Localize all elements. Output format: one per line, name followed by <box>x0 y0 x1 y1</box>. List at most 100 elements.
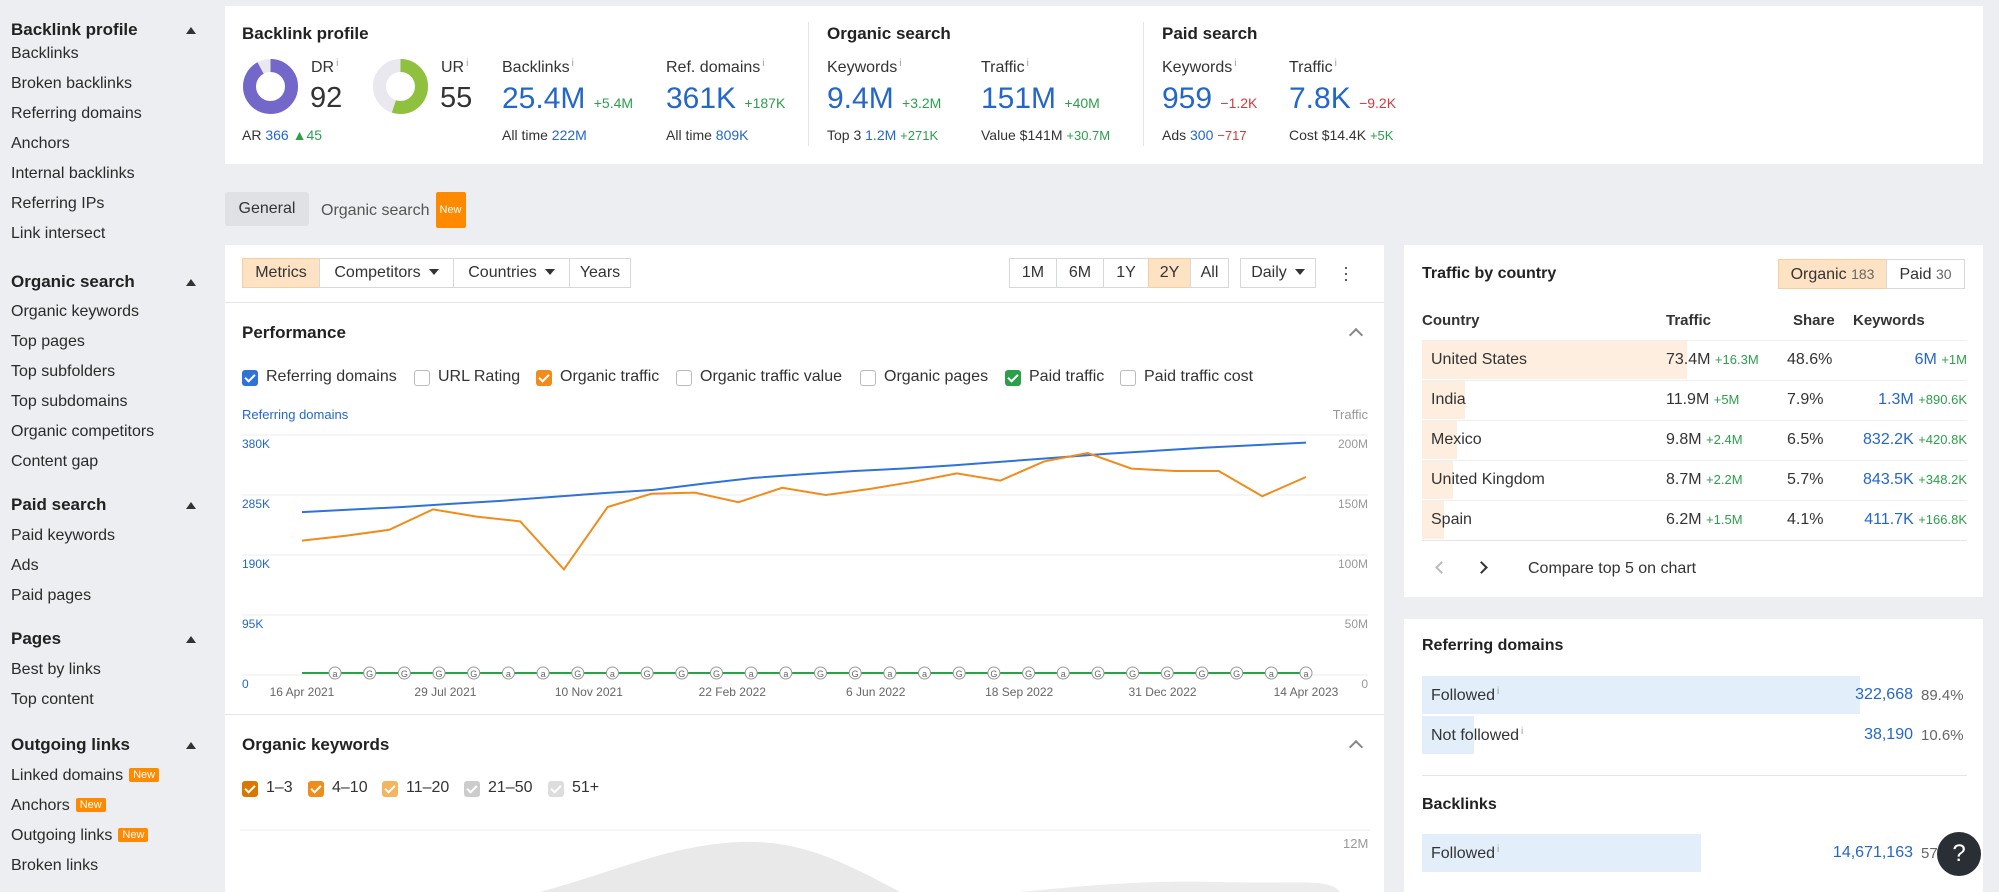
refdomains-alltime[interactable]: 809K <box>715 127 749 143</box>
collapse-caret-icon[interactable] <box>186 502 196 509</box>
paid-keywords-value[interactable]: 959 <box>1162 82 1213 115</box>
org-top3[interactable]: 1.2M <box>865 127 897 143</box>
checkbox-label[interactable]: Referring domains <box>266 368 397 385</box>
paid-toggle[interactable]: Paid 30 <box>1886 259 1965 289</box>
country-name[interactable]: Mexico <box>1431 431 1482 448</box>
countries-dropdown[interactable]: Countries <box>453 258 570 288</box>
range-6M-button[interactable]: 6M <box>1056 258 1104 288</box>
kw-range-checkbox[interactable] <box>382 781 398 797</box>
collapse-caret-icon[interactable] <box>186 742 196 749</box>
collapse-caret-icon[interactable] <box>186 636 196 643</box>
range-2Y-button[interactable]: 2Y <box>1148 258 1191 288</box>
keywords-value[interactable]: 843.5K <box>1863 471 1914 488</box>
keywords-value[interactable]: 411.7K <box>1864 511 1914 528</box>
keywords-value[interactable]: 6M <box>1914 351 1937 368</box>
sidebar-item[interactable]: Referring IPs <box>11 195 104 213</box>
country-name[interactable]: United Kingdom <box>1431 471 1545 488</box>
tab-organic-search[interactable]: Organic search New <box>321 192 466 228</box>
country-name[interactable]: Spain <box>1431 511 1472 528</box>
backlinks-value[interactable]: 25.4M <box>502 82 586 115</box>
backlinks-alltime[interactable]: 222M <box>551 127 587 143</box>
kw-range-checkbox[interactable] <box>464 781 480 797</box>
organic-toggle[interactable]: Organic 183 <box>1778 259 1887 289</box>
sidebar-section-3[interactable]: Pages <box>11 629 62 648</box>
sidebar-item[interactable]: Content gap <box>11 453 98 471</box>
sidebar-item[interactable]: Linked domains New <box>11 767 160 785</box>
checkbox-1[interactable] <box>414 370 430 386</box>
sidebar-item[interactable]: Top subfolders <box>11 363 115 381</box>
col-keywords[interactable]: Keywords <box>1853 312 1925 329</box>
org-keywords-value[interactable]: 9.4M <box>827 82 894 115</box>
kw-range-label[interactable]: 4–10 <box>332 779 368 796</box>
competitors-dropdown[interactable]: Competitors <box>319 258 454 288</box>
country-row[interactable] <box>1422 340 1967 380</box>
paid-ads[interactable]: 300 <box>1190 127 1214 143</box>
sidebar-section-0[interactable]: Backlink profile <box>11 20 138 39</box>
checkbox-label[interactable]: Organic traffic <box>560 368 660 385</box>
sidebar-item[interactable]: Internal backlinks <box>11 165 135 183</box>
kw-range-checkbox[interactable] <box>548 781 564 797</box>
refdomains-value[interactable]: 361K <box>666 82 737 115</box>
link-row-value[interactable]: 322,668 <box>1855 686 1913 703</box>
keywords-value[interactable]: 1.3M <box>1878 391 1914 408</box>
col-traffic[interactable]: Traffic <box>1666 312 1712 329</box>
country-row[interactable] <box>1422 380 1967 420</box>
sidebar-item[interactable]: Outgoing links New <box>11 827 149 845</box>
range-All-button[interactable]: All <box>1190 258 1229 288</box>
sidebar-item[interactable]: Paid keywords <box>11 527 115 545</box>
sidebar-item[interactable]: Broken backlinks <box>11 75 132 93</box>
sidebar-item[interactable]: Paid pages <box>11 587 91 605</box>
checkbox-label[interactable]: Organic traffic value <box>700 368 842 385</box>
sidebar-section-2[interactable]: Paid search <box>11 495 107 514</box>
checkbox-label[interactable]: URL Rating <box>438 368 521 385</box>
sidebar-item[interactable]: Organic competitors <box>11 423 154 441</box>
col-country[interactable]: Country <box>1422 312 1480 329</box>
country-row[interactable] <box>1422 500 1967 540</box>
sidebar-item[interactable]: Ads <box>11 557 39 575</box>
sidebar-item[interactable]: Organic keywords <box>11 303 139 321</box>
checkbox-label[interactable]: Paid traffic <box>1029 368 1105 385</box>
sidebar-item[interactable]: Best by links <box>11 661 101 679</box>
kw-range-label[interactable]: 11–20 <box>406 779 450 796</box>
country-row[interactable] <box>1422 460 1967 500</box>
kw-range-label[interactable]: 1–3 <box>266 779 293 796</box>
sidebar-item[interactable]: Top content <box>11 691 94 709</box>
sidebar-item[interactable]: Link intersect <box>11 225 105 243</box>
sidebar-item[interactable]: Anchors <box>11 135 70 153</box>
checkbox-5[interactable] <box>1005 370 1021 386</box>
checkbox-0[interactable] <box>242 370 258 386</box>
country-row[interactable] <box>1422 420 1967 460</box>
keywords-value[interactable]: 832.2K <box>1863 431 1914 448</box>
checkbox-4[interactable] <box>860 370 876 386</box>
metrics-button[interactable]: Metrics <box>242 258 320 288</box>
compare-top5-link[interactable]: Compare top 5 on chart <box>1528 560 1697 577</box>
sidebar-item[interactable]: Referring domains <box>11 105 142 123</box>
kw-range-label[interactable]: 21–50 <box>488 779 533 796</box>
years-button[interactable]: Years <box>569 258 631 288</box>
link-row-value[interactable]: 14,671,163 <box>1832 844 1913 861</box>
kw-range-checkbox[interactable] <box>242 781 258 797</box>
checkbox-label[interactable]: Organic pages <box>884 368 989 385</box>
sidebar-item[interactable]: Top pages <box>11 333 85 351</box>
interval-dropdown[interactable]: Daily <box>1240 258 1316 288</box>
sidebar-item[interactable]: Broken links <box>11 857 98 875</box>
kw-range-checkbox[interactable] <box>308 781 324 797</box>
more-menu-icon[interactable]: · · · <box>1343 257 1349 289</box>
checkbox-3[interactable] <box>676 370 692 386</box>
country-name[interactable]: India <box>1431 391 1466 408</box>
sidebar-section-4[interactable]: Outgoing links <box>11 735 130 754</box>
country-name[interactable]: United States <box>1431 351 1528 368</box>
checkbox-2[interactable] <box>536 370 552 386</box>
tab-general[interactable]: General <box>225 192 309 226</box>
collapse-caret-icon[interactable] <box>186 279 196 286</box>
checkbox-label[interactable]: Paid traffic cost <box>1144 368 1254 385</box>
range-1M-button[interactable]: 1M <box>1009 258 1057 288</box>
sidebar-section-1[interactable]: Organic search <box>11 272 135 291</box>
paid-traffic-value[interactable]: 7.8K <box>1289 82 1351 115</box>
org-traffic-value[interactable]: 151M <box>981 82 1057 115</box>
link-row-value[interactable]: 38,190 <box>1864 726 1913 743</box>
sidebar-item[interactable]: Anchors New <box>11 797 106 815</box>
sidebar-item[interactable]: Top subdomains <box>11 393 128 411</box>
sidebar-item[interactable]: Backlinks <box>11 45 79 63</box>
kw-range-label[interactable]: 51+ <box>572 779 600 796</box>
